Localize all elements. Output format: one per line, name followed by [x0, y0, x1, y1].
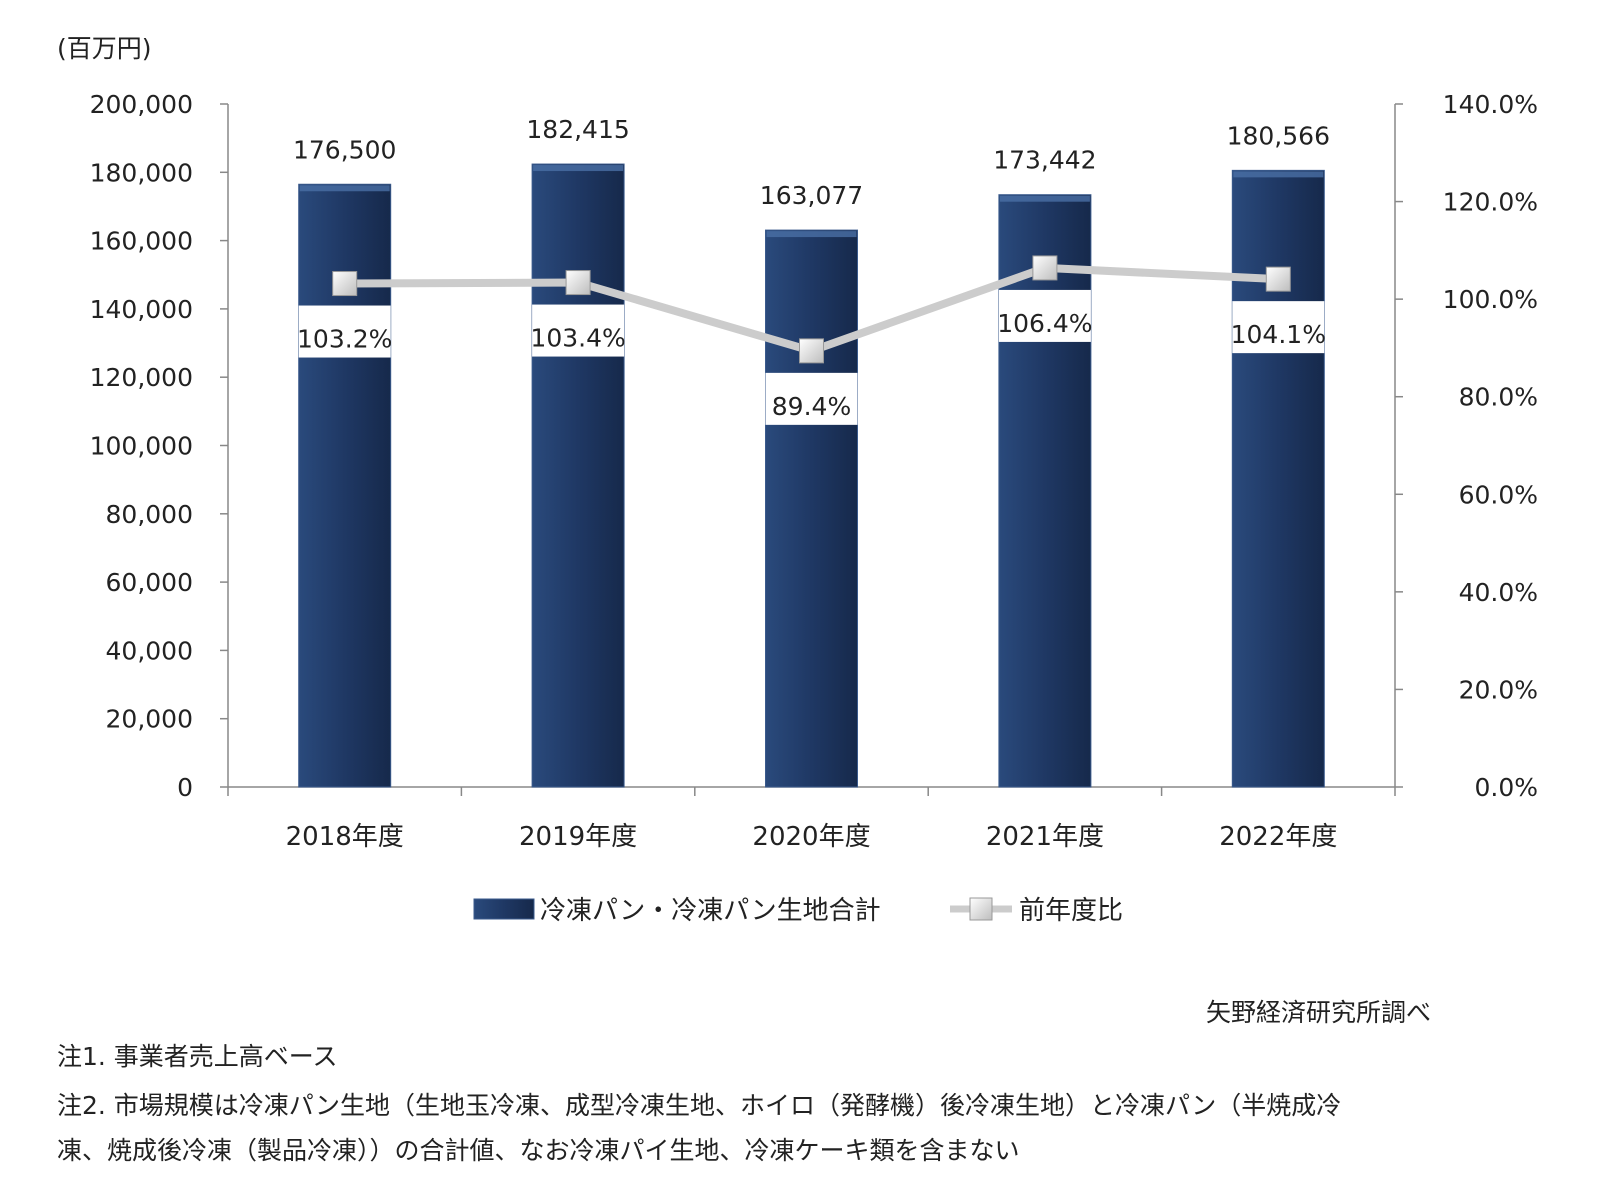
bar-value-label: 182,415 [526, 115, 629, 144]
left-tick-label: 60,000 [106, 568, 193, 597]
right-y-axis: 0.0% 20.0% 40.0% 60.0% 80.0% 100.0% 120.0% 140.… [1394, 90, 1538, 802]
left-tick-label: 0 [177, 773, 193, 802]
bar-highlight [766, 231, 857, 238]
left-tick-label: 80,000 [106, 500, 193, 529]
combo-chart: (百万円) 0 20,000 40,000 60,000 80,000 100,000 12… [57, 34, 1538, 926]
left-tick-label: 140,000 [90, 295, 193, 324]
x-tick-label: 2018年度 [286, 822, 404, 852]
ratio-label-bg [1232, 301, 1325, 354]
bar-highlight [999, 195, 1090, 202]
bar-series [298, 163, 1325, 788]
ratio-label-bg [532, 304, 625, 357]
bar [765, 229, 858, 788]
bar-value-label: 173,442 [993, 146, 1096, 175]
ratio-marker [799, 338, 824, 364]
left-tick-label: 180,000 [90, 158, 193, 187]
bar-value-label: 176,500 [293, 135, 396, 164]
bar-value-label: 163,077 [760, 181, 863, 210]
ratio-label-bg [765, 372, 858, 425]
x-tick-label: 2020年度 [752, 822, 870, 852]
left-tick-label: 200,000 [90, 90, 193, 119]
ratio-label-bg [298, 305, 391, 358]
bar [1231, 169, 1325, 788]
bar-highlight [299, 185, 390, 192]
legend-line-label: 前年度比 [1019, 896, 1123, 926]
legend-bar-label: 冷凍パン・冷凍パン生地合計 [540, 896, 881, 926]
note-1: 注1. 事業者売上高ベース [57, 1042, 338, 1071]
source-note: 矢野経済研究所調べ [1206, 998, 1432, 1027]
ratio-value-label: 89.4% [772, 392, 851, 421]
ratio-value-label: 104.1% [1231, 320, 1326, 349]
line-series: 103.2% 103.4% 89.4% 106.4% 104.1% [297, 255, 1326, 425]
ratio-marker [1265, 266, 1291, 292]
ratio-marker [1032, 255, 1058, 281]
left-tick-label: 160,000 [90, 227, 193, 256]
right-tick-label: 20.0% [1459, 675, 1538, 704]
x-tick-label: 2021年度 [986, 822, 1104, 852]
right-tick-label: 40.0% [1459, 578, 1538, 607]
ratio-marker [565, 270, 591, 296]
x-tick-label: 2022年度 [1219, 822, 1337, 852]
bar-value-labels: 176,500 182,415 163,077 173,442 180,566 [293, 115, 1330, 210]
bar [531, 163, 625, 788]
right-tick-label: 60.0% [1459, 480, 1538, 509]
ratio-label-bg [998, 289, 1091, 342]
x-axis: 2018年度 2019年度 2020年度 2021年度 2022年度 [227, 786, 1396, 852]
unit-label: (百万円) [57, 34, 152, 63]
right-tick-label: 140.0% [1443, 90, 1538, 119]
bar-highlight [1233, 171, 1324, 178]
bar-value-label: 180,566 [1227, 121, 1330, 150]
right-tick-label: 0.0% [1474, 773, 1538, 802]
ratio-value-label: 103.2% [297, 325, 392, 354]
left-tick-label: 120,000 [90, 363, 193, 392]
legend-line-marker [969, 897, 993, 921]
right-tick-label: 100.0% [1443, 285, 1538, 314]
left-tick-label: 40,000 [106, 636, 193, 665]
left-tick-label: 100,000 [90, 432, 193, 461]
x-tick-label: 2019年度 [519, 822, 637, 852]
note-2-line-1: 注2. 市場規模は冷凍パン生地（生地玉冷凍、成型冷凍生地、ホイロ（発酵機）後冷凍… [57, 1091, 1342, 1120]
ratio-value-label: 106.4% [997, 309, 1092, 338]
ratio-value-label: 103.4% [530, 324, 625, 353]
legend: 冷凍パン・冷凍パン生地合計 前年度比 [473, 896, 1123, 926]
left-tick-label: 20,000 [106, 705, 193, 734]
legend-bar-swatch [473, 898, 535, 920]
left-y-axis: 0 20,000 40,000 60,000 80,000 100,000 120,000 1… [90, 90, 229, 802]
bar-highlight [533, 165, 624, 172]
right-tick-label: 80.0% [1459, 383, 1538, 412]
ratio-marker [332, 271, 358, 297]
right-tick-label: 120.0% [1443, 188, 1538, 217]
note-2-line-2: 凍、焼成後冷凍（製品冷凍））の合計値、なお冷凍パイ生地、冷凍ケーキ類を含まない [57, 1136, 1020, 1165]
